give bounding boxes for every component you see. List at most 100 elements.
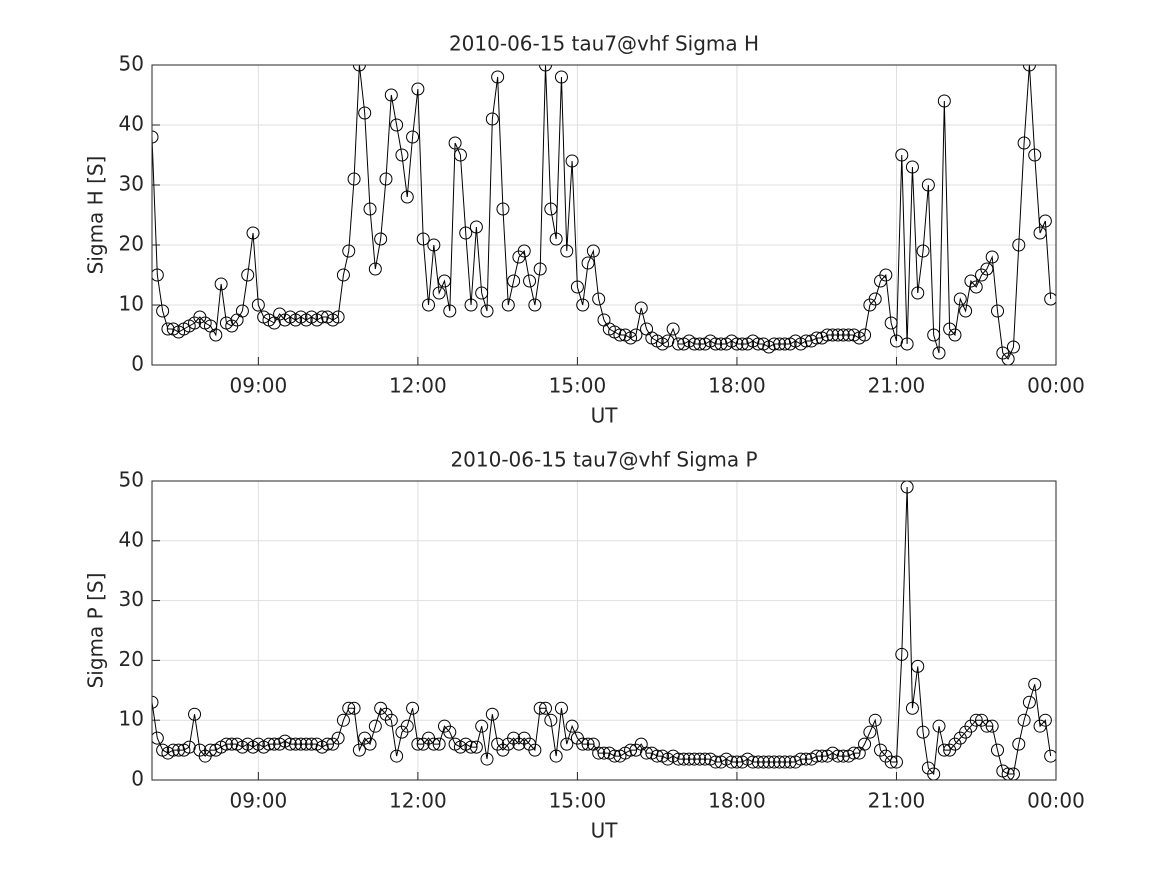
data-point <box>868 292 882 306</box>
data-point <box>1028 148 1042 162</box>
data-point <box>959 304 973 318</box>
data-point <box>331 731 345 745</box>
data-point <box>895 148 909 162</box>
data-point <box>368 262 382 276</box>
data-point <box>884 316 898 330</box>
y-axis-label: Sigma H [S] <box>84 156 108 275</box>
data-point <box>251 298 265 312</box>
data-point <box>390 118 404 132</box>
data-point <box>464 740 478 754</box>
data-point <box>209 328 223 342</box>
data-point <box>352 743 366 757</box>
data-point <box>320 737 334 751</box>
data-point <box>889 755 903 769</box>
data-point <box>533 262 547 276</box>
data-point <box>1028 677 1042 691</box>
y-tick-label: 30 <box>119 172 144 196</box>
x-tick-label: 12:00 <box>389 789 447 813</box>
data-point <box>480 752 494 766</box>
data-point <box>427 238 441 252</box>
data-point <box>911 286 925 300</box>
data-point <box>868 713 882 727</box>
data-point <box>826 328 840 342</box>
data-point <box>751 755 765 769</box>
y-tick-label: 0 <box>131 352 144 376</box>
data-point <box>528 298 542 312</box>
data-point <box>406 701 420 715</box>
data-point <box>863 725 877 739</box>
data-point <box>969 713 983 727</box>
data-point <box>384 713 398 727</box>
data-point <box>1006 340 1020 354</box>
data-point <box>810 749 824 763</box>
x-tick-label: 00:00 <box>1027 789 1085 813</box>
data-point <box>916 725 930 739</box>
data-point <box>746 755 760 769</box>
data-point <box>432 286 446 300</box>
x-tick-label: 21:00 <box>868 374 926 398</box>
data-point <box>443 725 457 739</box>
data-point <box>246 226 260 240</box>
y-tick-label: 30 <box>119 587 144 611</box>
data-point <box>152 731 164 745</box>
data-point <box>475 286 489 300</box>
data-point <box>379 172 393 186</box>
y-tick-label: 40 <box>119 527 144 551</box>
data-point <box>576 298 590 312</box>
data-point <box>406 130 420 144</box>
data-point <box>570 280 584 294</box>
data-point <box>496 202 510 216</box>
data-point <box>262 737 276 751</box>
y-tick-label: 40 <box>119 112 144 136</box>
data-point <box>166 743 180 757</box>
data-point <box>905 701 919 715</box>
data-point <box>384 88 398 102</box>
data-point <box>528 743 542 757</box>
data-point <box>677 752 691 766</box>
data-point <box>624 743 638 757</box>
data-point <box>581 737 595 751</box>
data-point <box>820 328 834 342</box>
x-tick-label: 12:00 <box>389 374 447 398</box>
x-tick-label: 15:00 <box>549 374 607 398</box>
data-point <box>299 737 313 751</box>
data-point <box>1017 713 1031 727</box>
data-point <box>1033 226 1047 240</box>
y-tick-label: 50 <box>119 468 144 492</box>
data-point <box>523 274 537 288</box>
data-point <box>400 190 414 204</box>
data-point <box>443 304 457 318</box>
data-point <box>374 232 388 246</box>
data-point <box>927 767 941 780</box>
data-point <box>469 220 483 234</box>
data-point <box>794 752 808 766</box>
data-point <box>911 659 925 673</box>
data-point <box>629 328 643 342</box>
y-tick-label: 20 <box>119 647 144 671</box>
data-point <box>1012 737 1026 751</box>
x-tick-label: 15:00 <box>549 789 607 813</box>
data-point <box>152 130 159 144</box>
data-point <box>1044 749 1056 763</box>
data-point <box>152 695 159 709</box>
y-tick-label: 0 <box>131 767 144 791</box>
data-point <box>879 268 893 282</box>
data-point <box>152 268 164 282</box>
data-point <box>953 292 967 306</box>
data-point <box>1012 238 1026 252</box>
axes-box <box>151 64 1057 366</box>
data-point <box>895 647 909 661</box>
data-point <box>581 256 595 270</box>
y-tick-label: 10 <box>119 292 144 316</box>
data-point <box>1001 767 1015 780</box>
data-point <box>858 737 872 751</box>
data-point <box>363 737 377 751</box>
chart-title: 2010-06-15 tau7@vhf Sigma H <box>449 32 759 56</box>
data-point <box>985 719 999 733</box>
data-point <box>730 337 744 351</box>
data-point <box>549 749 563 763</box>
data-point <box>358 106 372 120</box>
data-point <box>666 322 680 336</box>
data-point <box>921 178 935 192</box>
data-point <box>762 755 776 769</box>
